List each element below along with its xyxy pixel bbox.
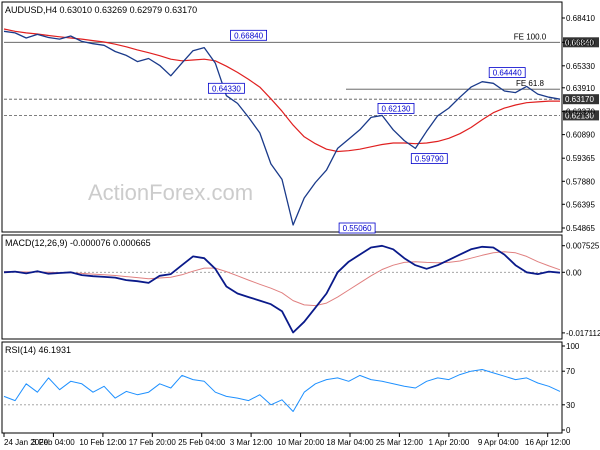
price-ytick-8: 0.56395 [566,200,595,209]
macd-ytick-2: -0.017112 [566,329,600,338]
macd-line [3,244,561,334]
price-ytick-6: 0.59365 [566,154,595,163]
rsi-ytick-0: 100 [566,342,580,351]
price-annotation-0: 0.66840 [234,31,263,40]
x-tick-5: 3 Mar 12:00 [230,438,273,447]
price-ytick-9: 0.54865 [566,224,595,233]
x-tick-7: 18 Mar 04:00 [326,438,374,447]
macd-signal-line [4,251,561,307]
x-tick-1: 3 Feb 04:00 [32,438,75,447]
x-tick-4: 25 Feb 04:00 [178,438,226,447]
price-annotation-1: 0.64330 [212,84,241,93]
price-annotation-4: 0.64440 [493,69,522,78]
price-ytick-4: 0.62370 [566,108,595,117]
watermark: ActionForex.com [88,180,253,205]
price-annotation-box-3 [410,153,448,165]
rsi-line [3,369,561,412]
macd-ytick-0: 0.007525 [566,242,600,251]
x-tick-11: 16 Apr 12:00 [525,438,571,447]
price-layer: FE 100.0 FE 61.8 0.66840 0.64330 0.62130 0.59… [3,28,561,234]
x-tick-2: 10 Feb 12:00 [79,438,127,447]
price-annotation-box-1 [207,82,245,94]
axis-layer: 0.66840 0.63170 0.62130 0.68410 0.66840 0.653… [3,14,600,447]
price-level-tag-2: 0.63170 [565,95,594,104]
x-tick-6: 10 Mar 20:00 [277,438,325,447]
rsi-title: RSI(14) 46.1931 [5,345,71,355]
x-tick-8: 25 Mar 12:00 [376,438,424,447]
price-level-tag-bg-3 [563,110,599,121]
rsi-ytick-3: 0 [566,426,571,435]
price-ytick-2: 0.65330 [566,62,595,71]
x-tick-9: 1 Apr 20:00 [428,438,469,447]
price-level-tag-bg-2 [563,94,599,105]
macd-layer [3,244,561,334]
price-ytick-1: 0.66840 [566,38,595,47]
price-panel [1,1,563,233]
x-tick-0: 24 Jan 2020 [4,438,49,447]
price-annotation-2: 0.62130 [382,104,411,113]
rsi-ytick-1: 70 [566,367,575,376]
price-annotation-box-0 [230,29,268,41]
price-annotation-box-4 [488,67,526,78]
price-annotation-3: 0.59790 [415,155,444,164]
x-tick-3: 17 Feb 20:00 [129,438,177,447]
price-level-tag-bg-0 [563,37,599,48]
price-annotation-box-2 [377,103,415,114]
macd-ytick-1: 0.00 [566,268,582,277]
rsi-panel [1,341,563,434]
price-ytick-0: 0.68410 [566,14,595,23]
price-title: AUDUSD,H4 0.63010 0.63269 0.62979 0.6317… [5,5,197,15]
price-ma-line [3,28,560,153]
rsi-layer [3,369,561,412]
price-line [3,30,561,226]
price-ytick-3: 0.63910 [566,84,595,93]
macd-title: MACD(12,26,9) -0.000076 0.000665 [5,238,151,248]
price-level-tag-3: 0.62130 [565,111,594,120]
price-level-label-1: FE 61.8 [516,79,545,88]
price-ytick-5: 0.60890 [566,131,595,140]
price-level-label-0: FE 100.0 [514,32,547,41]
price-ytick-7: 0.57880 [566,177,595,186]
macd-panel [1,234,563,340]
x-tick-10: 9 Apr 04:00 [478,438,519,447]
price-level-tag-0: 0.66840 [565,38,594,47]
price-annotation-5: 0.55060 [343,224,372,233]
price-annotation-box-5 [338,222,376,234]
rsi-ytick-2: 30 [566,401,575,410]
